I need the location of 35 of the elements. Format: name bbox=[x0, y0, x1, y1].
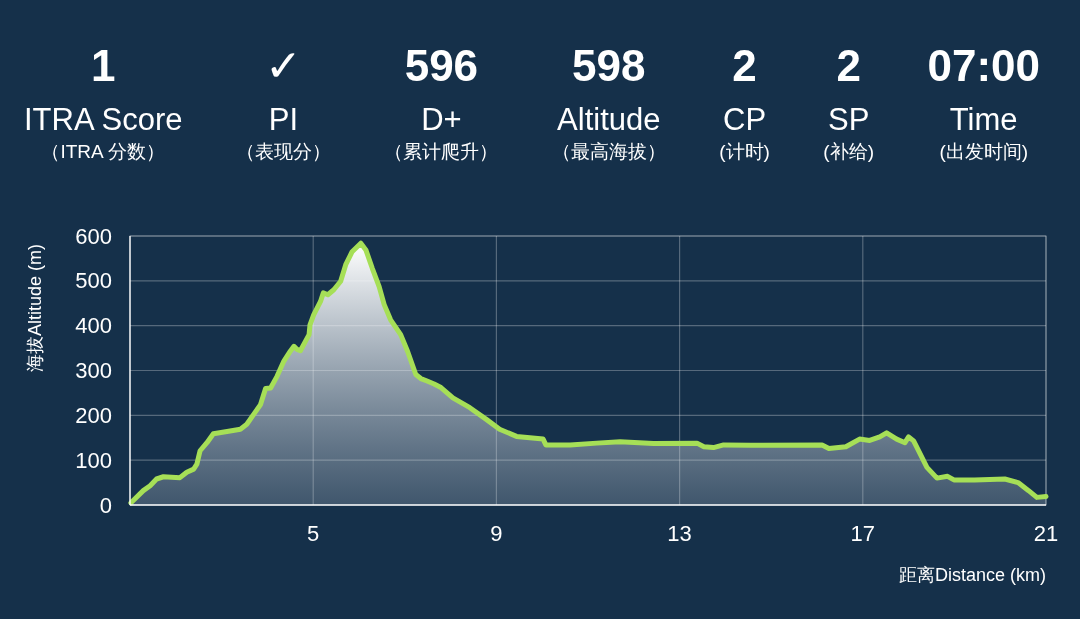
x-tick-label: 5 bbox=[307, 520, 320, 546]
text: (计时) bbox=[719, 140, 770, 164]
text: Altitude bbox=[557, 101, 661, 139]
text: Time bbox=[949, 101, 1018, 139]
y-tick-label: 200 bbox=[75, 402, 112, 428]
text: CP bbox=[723, 101, 767, 139]
text: (出发时间) bbox=[939, 140, 1029, 164]
text: ITRA Score bbox=[24, 101, 183, 139]
y-tick-label: 400 bbox=[75, 313, 112, 339]
y-axis-title: 海拔Altitude (m) bbox=[25, 243, 45, 373]
text: 596 bbox=[404, 40, 479, 92]
x-tick-label: 13 bbox=[667, 520, 692, 546]
y-tick-label: 600 bbox=[75, 223, 112, 249]
text: ✓ bbox=[265, 40, 302, 92]
y-tick-label: 300 bbox=[75, 358, 112, 383]
text: (补给) bbox=[823, 140, 874, 164]
text: 2 bbox=[836, 40, 861, 92]
text: 2 bbox=[732, 40, 757, 92]
x-axis-title: 距离Distance (km) bbox=[898, 565, 1046, 585]
y-tick-label: 500 bbox=[75, 268, 112, 294]
text: PI bbox=[268, 101, 299, 139]
text: 598 bbox=[572, 40, 646, 92]
y-tick-label: 100 bbox=[75, 447, 112, 473]
y-tick-label: 0 bbox=[99, 492, 112, 518]
text: 07:00 bbox=[927, 40, 1040, 92]
x-tick-label: 21 bbox=[1033, 520, 1059, 546]
x-tick-label: 9 bbox=[490, 520, 503, 546]
x-tick-label: 17 bbox=[850, 520, 876, 546]
text: SP bbox=[827, 101, 870, 139]
text: （累计爬升） bbox=[384, 140, 499, 164]
text: （最高海拔） bbox=[551, 140, 666, 164]
text: D+ bbox=[421, 101, 462, 139]
text: 1 bbox=[91, 40, 116, 92]
text: （表现分） bbox=[235, 140, 331, 164]
text: （ITRA 分数） bbox=[41, 140, 165, 164]
